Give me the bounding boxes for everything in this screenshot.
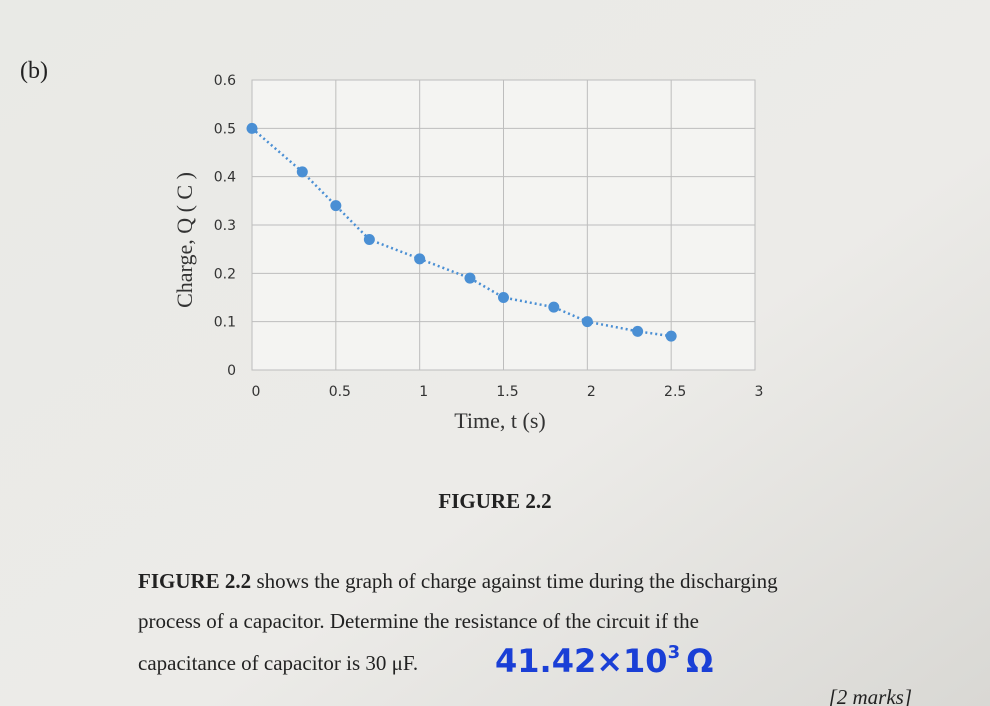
x-tick-label: 2.5 <box>664 384 686 400</box>
y-axis-label: Charge, Q ( C ) <box>172 172 197 308</box>
data-point <box>414 253 426 265</box>
x-axis-label: Time, t (s) <box>454 408 545 433</box>
data-point <box>296 166 308 178</box>
data-point <box>632 325 644 337</box>
data-point <box>464 272 476 284</box>
x-tick-label: 0 <box>252 384 261 400</box>
data-point <box>363 234 375 245</box>
plot: 0 0.1 0.2 0.3 0.4 0.5 0.6 0 0.5 1 1.5 2 2.5 3 <box>214 73 764 400</box>
y-tick-label: 0.2 <box>214 266 236 282</box>
question-line: process of a capacitor. Determine the re… <box>138 609 699 633</box>
x-tick-label: 1 <box>419 384 428 400</box>
data-point <box>665 330 677 342</box>
answer-unit: Ω <box>686 642 713 680</box>
data-point <box>246 122 258 134</box>
question-line: FIGURE 2.2 shows the graph of charge aga… <box>138 569 778 593</box>
answer-base: 41.42×10 <box>495 642 668 680</box>
x-tick-label: 2 <box>587 384 596 400</box>
x-tick-label: 3 <box>755 384 764 400</box>
y-tick-label: 0.4 <box>214 170 236 186</box>
y-tick-label: 0.3 <box>214 218 236 234</box>
x-tick-label: 0.5 <box>329 384 351 400</box>
handwritten-answer: 41.42×103 Ω <box>495 642 713 680</box>
data-point <box>498 292 509 303</box>
question-ref: FIGURE 2.2 <box>138 569 251 593</box>
answer-exponent: 3 <box>668 642 681 663</box>
y-tick-label: 0.6 <box>214 73 236 89</box>
y-tick-label: 0.1 <box>214 315 236 331</box>
question-line: capacitance of capacitor is 30 μF. <box>138 651 418 675</box>
marks: [2 marks] <box>829 685 912 706</box>
data-point <box>548 301 560 313</box>
y-tick-label: 0.5 <box>214 121 236 137</box>
part-label: (b) <box>20 58 48 84</box>
y-tick-label: 0 <box>227 363 236 379</box>
data-point <box>330 200 342 212</box>
x-tick-label: 1.5 <box>496 384 518 400</box>
data-point <box>581 316 593 328</box>
figure-caption: FIGURE 2.2 <box>438 489 551 513</box>
question-text: shows the graph of charge against time d… <box>251 569 778 593</box>
